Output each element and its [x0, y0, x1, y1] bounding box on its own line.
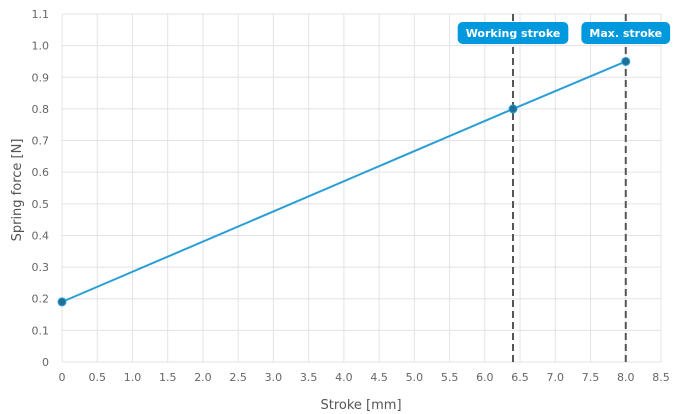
series-layer: [57, 56, 631, 307]
stroke-marker-badge-bg: [581, 22, 671, 44]
y-tick-label: 0.2: [32, 293, 50, 306]
y-tick-label: 1.1: [32, 8, 50, 21]
y-tick-label: 0: [42, 356, 49, 369]
x-tick-label: 4.5: [370, 371, 388, 384]
y-axis-ticks: 0 0.1 0.2 0.3 0.4 0.5 0.6 0.7 0.8 0.9 1.0 1.1: [32, 8, 50, 369]
stroke-marker-badge: Working stroke: [457, 22, 569, 44]
y-tick-label: 0.7: [32, 135, 50, 148]
y-tick-label: 0.3: [32, 261, 50, 274]
data-point[interactable]: [621, 56, 631, 66]
x-tick-label: 7.5: [582, 371, 600, 384]
x-tick-label: 8.5: [652, 371, 670, 384]
marker-badges: Working stroke Max. stroke: [457, 22, 671, 44]
x-tick-label: 5.5: [441, 371, 459, 384]
x-tick-label: 8.0: [617, 371, 635, 384]
grid: [61, 13, 662, 363]
data-point[interactable]: [57, 297, 67, 307]
x-tick-label: 6.5: [511, 371, 529, 384]
y-tick-label: 0.9: [32, 71, 50, 84]
y-tick-label: 0.6: [32, 166, 50, 179]
y-tick-label: 0.4: [32, 229, 50, 242]
y-axis-title: Spring force [N]: [10, 139, 25, 242]
x-axis-title: Stroke [mm]: [320, 398, 401, 413]
x-tick-label: 3.5: [300, 371, 318, 384]
stroke-marker-label: Max. stroke: [589, 27, 662, 40]
x-tick-label: 2.5: [229, 371, 247, 384]
x-tick-label: 2.0: [194, 371, 212, 384]
stroke-marker-label: Working stroke: [466, 27, 561, 40]
y-tick-label: 1.0: [32, 40, 50, 53]
stroke-marker-badge-bg: [457, 22, 569, 44]
x-tick-label: 1.0: [124, 371, 142, 384]
y-tick-label: 0.8: [32, 103, 50, 116]
x-tick-label: 0: [59, 371, 66, 384]
stroke-markers: [512, 14, 627, 362]
y-tick-label: 0.5: [32, 198, 50, 211]
x-tick-label: 6.0: [476, 371, 494, 384]
x-tick-label: 7.0: [547, 371, 565, 384]
data-point[interactable]: [508, 104, 518, 114]
x-tick-label: 5.0: [406, 371, 424, 384]
x-axis-ticks: 0 0.5 1.0 1.5 2.0 2.5 3.0 3.5 4.0 4.5 5.0 5.5 6.0 6.5…: [59, 371, 670, 384]
y-tick-label: 0.1: [32, 324, 50, 337]
x-tick-label: 1.5: [159, 371, 177, 384]
x-tick-label: 0.5: [88, 371, 106, 384]
stroke-marker-badge: Max. stroke: [581, 22, 671, 44]
x-tick-label: 3.0: [265, 371, 283, 384]
x-tick-label: 4.0: [335, 371, 353, 384]
